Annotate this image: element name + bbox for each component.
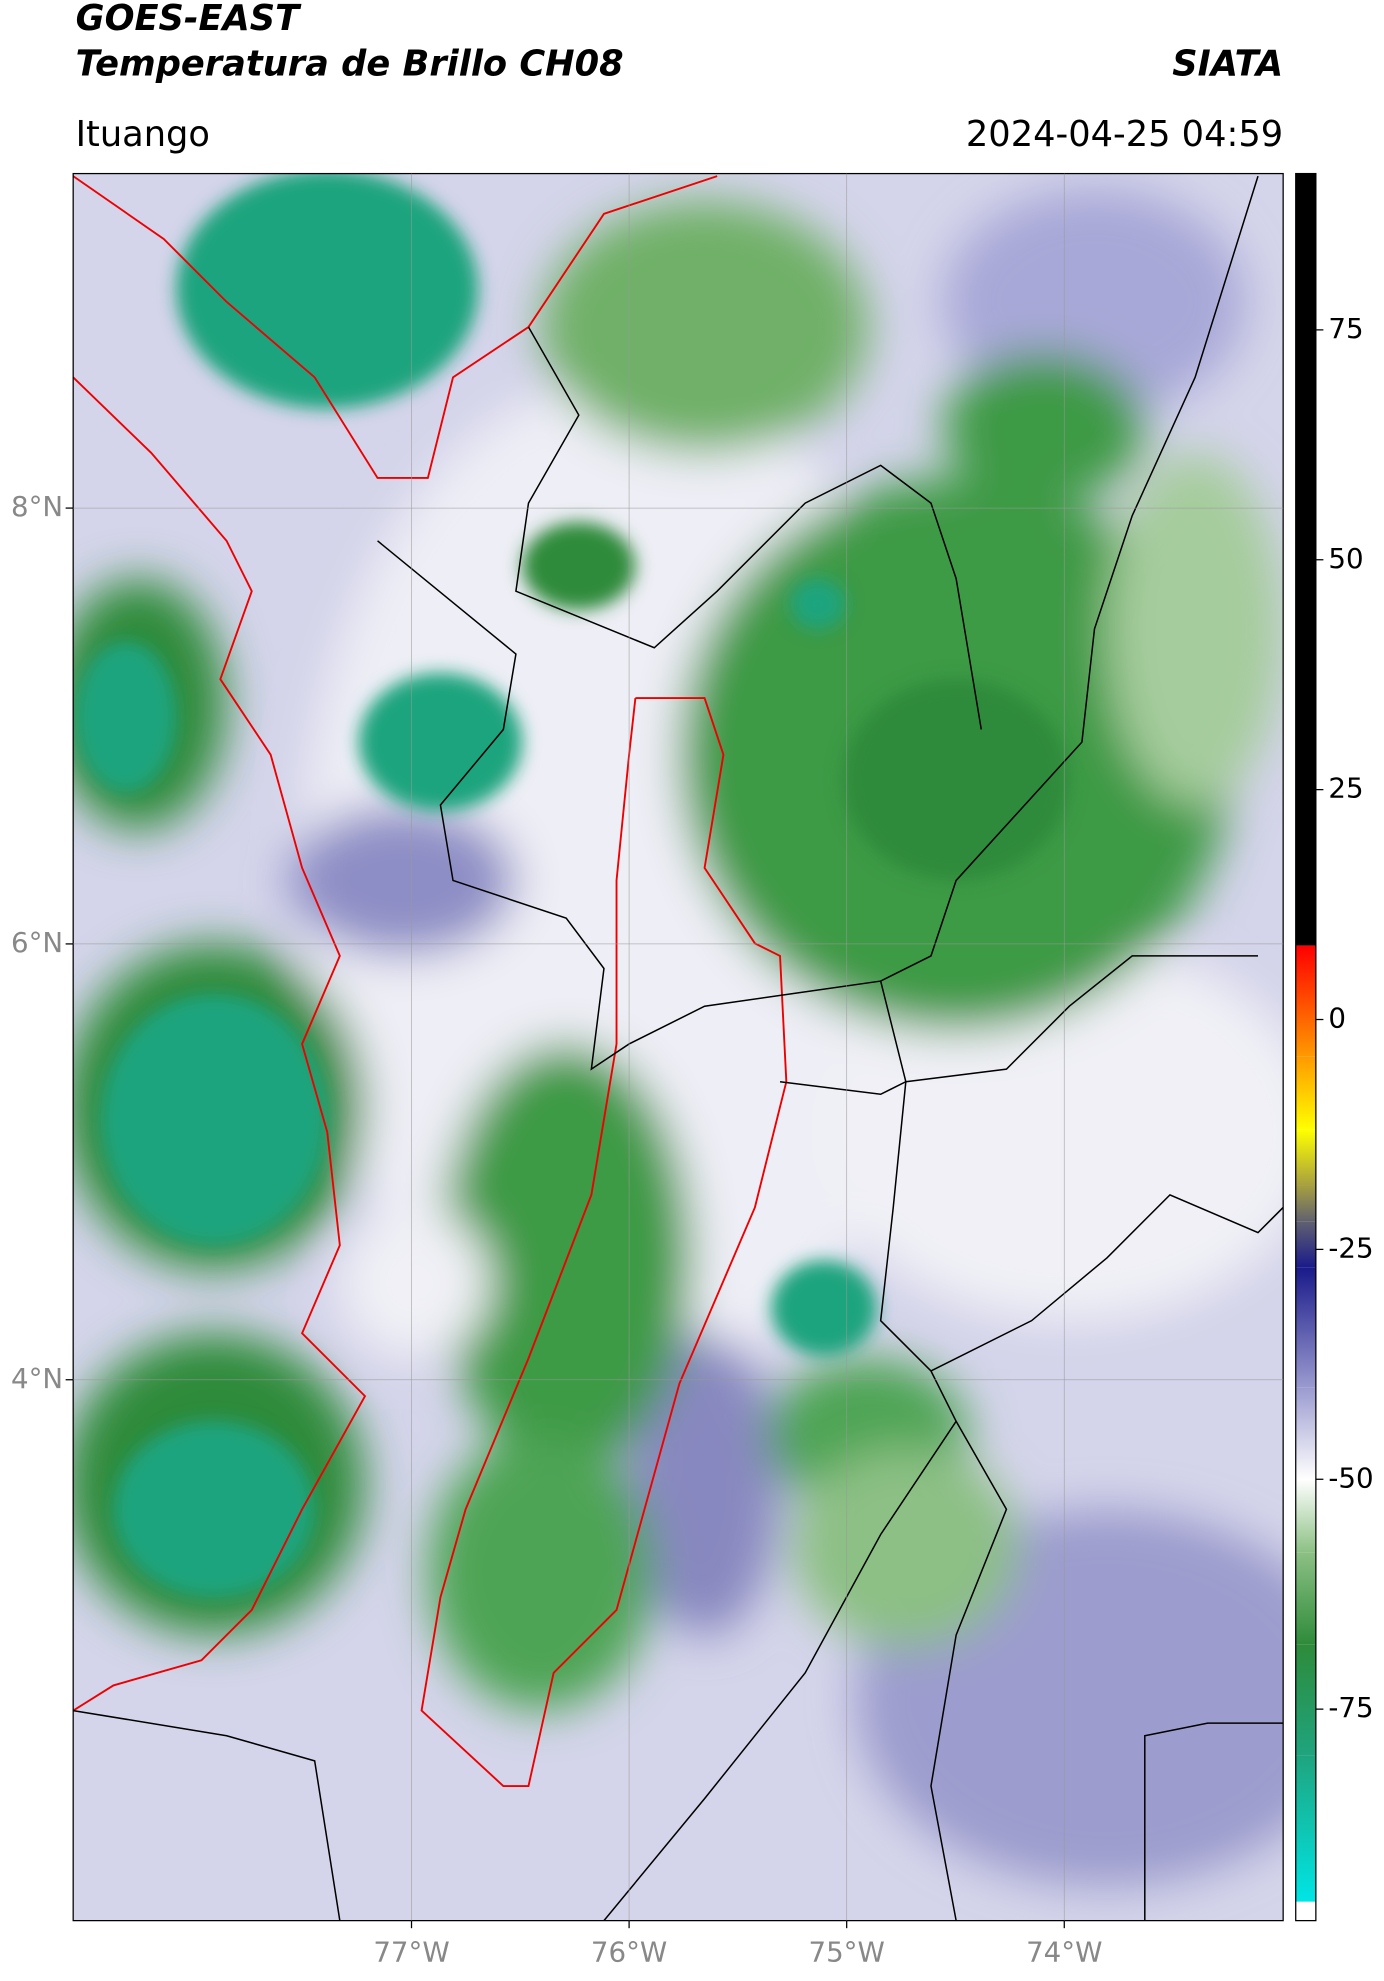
lon-tick-label: 77°W: [373, 1935, 449, 1968]
colorbar-tick-label: 0: [1328, 1002, 1346, 1035]
lon-tick-label: 74°W: [1026, 1935, 1102, 1968]
colorbar-segment: [1295, 1056, 1316, 1130]
colorbar-tick-label: 50: [1328, 542, 1363, 575]
colorbar-segment: [1295, 173, 1316, 946]
colorbar-segment: [1295, 1185, 1316, 1222]
colorbar-segment: [1295, 1552, 1316, 1645]
colorbar-segment: [1295, 1901, 1316, 1903]
colorbar-segment: [1295, 1387, 1316, 1480]
title: Temperatura de Brillo CH08: [76, 43, 624, 84]
datetime: 2024-04-25 04:59: [966, 114, 1283, 155]
colorbar-segment: [1295, 1902, 1316, 1921]
colorbar-segment: [1295, 945, 1316, 1057]
satellite-image: [73, 173, 1284, 1921]
colorbar-segment: [1295, 1129, 1316, 1186]
colorbar-segment: [1295, 1755, 1316, 1902]
colorbar-tick-label: 75: [1328, 312, 1363, 345]
lat-tick-label: 8°N: [11, 490, 63, 523]
colorbar-tick-label: -25: [1328, 1231, 1373, 1264]
title: GOES-EAST: [76, 0, 302, 39]
colorbar-segment: [1295, 1221, 1316, 1268]
colorbar-tick-label: 25: [1328, 772, 1363, 805]
lat-tick-label: 6°N: [11, 926, 63, 959]
lon-tick-label: 76°W: [591, 1935, 667, 1968]
colorbar-tick-label: -50: [1328, 1461, 1373, 1494]
colorbar-frame: [1295, 172, 1317, 1922]
colorbar-segment: [1295, 1267, 1316, 1388]
location: Ituango: [76, 114, 210, 155]
source: SIATA: [1172, 43, 1283, 84]
colorbar-segment: [1295, 945, 1316, 946]
colorbar-tick-label: -75: [1328, 1691, 1373, 1724]
colorbar-segment: [1295, 1644, 1316, 1756]
lat-tick-label: 4°N: [11, 1362, 63, 1395]
map-frame: [72, 172, 1284, 1922]
lon-tick-label: 75°W: [808, 1935, 884, 1968]
colorbar-segment: [1295, 1479, 1316, 1553]
